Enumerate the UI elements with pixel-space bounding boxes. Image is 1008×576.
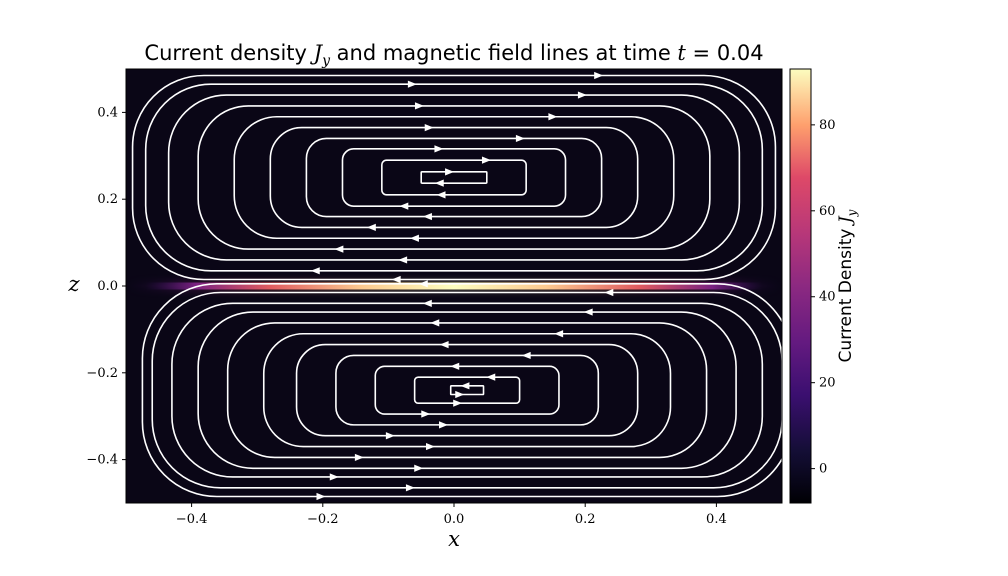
- field-arrow: [422, 212, 432, 221]
- field-arrow: [453, 399, 463, 407]
- field-arrow: [409, 234, 419, 242]
- field-arrow: [421, 410, 431, 418]
- y-axis-label: z: [67, 272, 80, 296]
- lower-field-loop: [374, 365, 560, 415]
- field-arrow: [316, 492, 326, 501]
- colorbar-gradient: [789, 68, 812, 504]
- x-tick-label: 0.2: [575, 512, 596, 527]
- lower-field-loop: [141, 283, 782, 498]
- field-arrow: [354, 453, 364, 462]
- x-axis-label: x: [448, 527, 460, 551]
- colorbar-tick-label: 0: [819, 462, 827, 477]
- lower-field-loop: [413, 376, 521, 404]
- field-arrow: [577, 91, 587, 99]
- field-arrow: [515, 134, 525, 143]
- field-arrow: [424, 123, 434, 132]
- colorbar-tick-label: 40: [819, 290, 836, 305]
- x-tick-label: −0.4: [176, 512, 208, 527]
- field-arrow: [405, 484, 415, 492]
- current-sheet: [145, 282, 763, 290]
- field-arrow: [398, 256, 408, 264]
- x-axis-ticks: −0.4 −0.2 0.0 0.2 0.4: [176, 503, 727, 527]
- field-arrow: [329, 473, 339, 481]
- field-arrow: [486, 373, 496, 381]
- field-arrow: [554, 330, 564, 338]
- field-arrow: [436, 191, 446, 199]
- plot-area: [125, 68, 783, 504]
- upper-field-loop: [269, 126, 639, 229]
- field-arrow: [418, 280, 428, 288]
- lower-field-loop: [171, 302, 764, 478]
- field-arrow: [434, 179, 444, 187]
- x-tick-label: 0.4: [706, 512, 727, 527]
- lower-field-loop: [335, 354, 600, 426]
- upper-field-loop: [197, 105, 711, 250]
- lower-field-loop: [151, 291, 782, 489]
- field-arrow: [399, 202, 409, 210]
- upper-field-loop: [381, 159, 527, 196]
- upper-field-loop: [131, 74, 777, 281]
- field-arrow: [385, 432, 395, 440]
- field-arrow: [548, 113, 558, 121]
- field-arrow: [604, 288, 614, 297]
- field-arrow: [407, 80, 417, 88]
- upper-field-loop: [167, 94, 741, 261]
- chart-title: Current density Jy and magnetic field li…: [144, 41, 763, 69]
- colorbar-tick-label: 80: [819, 118, 836, 133]
- field-arrow: [414, 464, 424, 472]
- y-tick-label: 0.0: [97, 279, 118, 294]
- field-arrow: [434, 145, 444, 153]
- field-arrow: [455, 390, 465, 399]
- field-arrow: [422, 299, 432, 307]
- field-arrow: [334, 245, 344, 253]
- colorbar-tick-label: 60: [819, 204, 836, 219]
- x-tick-label: 0.0: [444, 512, 465, 527]
- field-arrow: [310, 267, 320, 275]
- colorbar: 0 20 40 60 80 Current Density Jy: [789, 68, 859, 504]
- lower-field-loop: [262, 332, 672, 448]
- x-tick-label: −0.2: [307, 512, 339, 527]
- field-arrow: [391, 275, 401, 284]
- field-arrow: [445, 168, 455, 176]
- field-arrow: [439, 421, 449, 429]
- y-tick-label: −0.4: [86, 453, 118, 468]
- field-arrow: [594, 71, 604, 80]
- field-arrow: [481, 156, 491, 164]
- upper-field-loop: [233, 115, 675, 240]
- field-arrow: [521, 351, 531, 360]
- field-arrow: [414, 102, 424, 110]
- y-axis-ticks: −0.4 −0.2 0.0 0.2 0.4: [86, 105, 126, 468]
- y-tick-label: −0.2: [86, 366, 118, 381]
- y-tick-label: 0.4: [97, 105, 118, 120]
- colorbar-label: Current Density Jy: [836, 209, 859, 362]
- colorbar-ticks: 0 20 40 60 80: [811, 118, 836, 477]
- upper-field-loop: [144, 83, 764, 272]
- colorbar-tick-label: 20: [819, 376, 836, 391]
- field-arrow: [450, 362, 460, 370]
- field-arrow: [460, 382, 470, 390]
- field-arrow: [426, 442, 436, 451]
- field-arrow: [583, 308, 593, 316]
- field-arrow: [366, 223, 376, 232]
- lower-field-loop: [226, 322, 708, 459]
- field-lines: [131, 71, 782, 501]
- field-arrow: [430, 319, 440, 327]
- upper-field-loop: [341, 148, 567, 207]
- y-tick-label: 0.2: [97, 192, 118, 207]
- lower-field-loop: [295, 343, 639, 437]
- field-arrow: [439, 340, 449, 349]
- lower-field-loop: [197, 311, 737, 470]
- upper-field-loop: [305, 137, 603, 218]
